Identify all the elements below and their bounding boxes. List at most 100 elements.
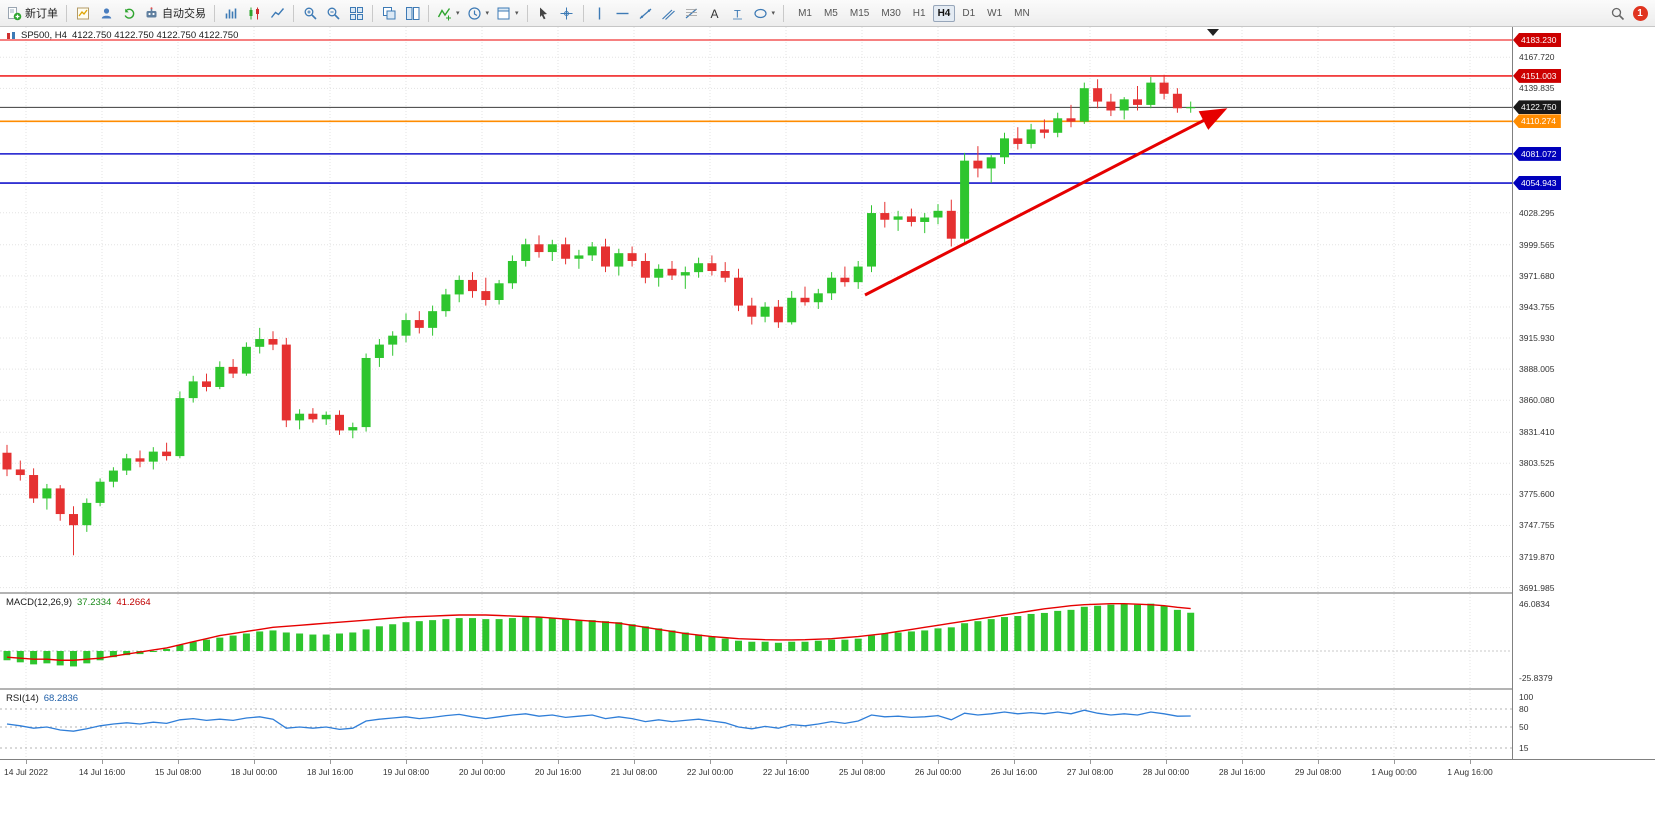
price-chart-pane[interactable]: SP500, H4 4122.750 4122.750 4122.750 412… [0, 27, 1512, 592]
fibonacci-button[interactable] [681, 2, 703, 24]
search-button[interactable] [1606, 2, 1628, 24]
vertical-line-button[interactable] [589, 2, 611, 24]
time-axis-tick [1470, 760, 1471, 764]
candle-body [175, 398, 185, 457]
rsi-value: 68.2836 [43, 693, 79, 704]
shapes-button[interactable]: ▾ [750, 2, 779, 24]
macd-histogram-bar [402, 622, 410, 651]
periods-button[interactable]: ▾ [464, 2, 493, 24]
macd-histogram-bar [575, 620, 583, 651]
candle-body [361, 357, 371, 428]
pane-separator[interactable] [0, 688, 1655, 690]
macd-histogram-bar [974, 621, 982, 651]
timeframe-button-w1[interactable]: W1 [982, 5, 1007, 22]
macd-histogram-bar [562, 619, 570, 651]
candle-body [1079, 88, 1089, 122]
templates-button[interactable]: ▾ [493, 2, 522, 24]
price-tag: 4081.072 [1513, 146, 1562, 161]
candle-body [215, 366, 225, 387]
trend-arrow[interactable] [864, 108, 1228, 297]
macd-histogram-bar [16, 651, 24, 663]
timeframe-button-h1[interactable]: H1 [908, 5, 931, 22]
cursor-button[interactable] [533, 2, 555, 24]
macd-histogram-bar [43, 651, 51, 664]
time-axis-tick [786, 760, 787, 764]
profiles-button[interactable] [95, 2, 117, 24]
text-button[interactable]: A [704, 2, 726, 24]
channel-button[interactable] [658, 2, 680, 24]
timeframe-button-mn[interactable]: MN [1009, 5, 1035, 22]
timeframe-button-d1[interactable]: D1 [957, 5, 980, 22]
macd-histogram-bar [1067, 609, 1075, 651]
timeframe-button-m30[interactable]: M30 [876, 5, 905, 22]
algo-trading-button[interactable]: 自动交易 [141, 2, 209, 24]
cursor-icon [540, 7, 548, 19]
candle-body [654, 268, 664, 278]
refresh-button[interactable] [118, 2, 140, 24]
macd-histogram-bar [1187, 612, 1195, 651]
macd-histogram-bar [242, 633, 250, 651]
time-axis[interactable]: 14 Jul 2022 14 Jul 16:00 15 Jul 08:00 18 Ju… [0, 759, 1655, 824]
candle-body [601, 246, 610, 267]
cascade-windows-icon [382, 6, 395, 19]
new-chart-button[interactable] [72, 2, 94, 24]
candle-body [946, 210, 956, 239]
price-axis[interactable]: 4167.720 4139.835 4028.295 3999.565 3971.680… [1512, 27, 1655, 759]
rsi-canvas[interactable] [0, 690, 1512, 759]
candle-body [335, 414, 344, 431]
indicators-button[interactable]: ▾ [434, 2, 463, 24]
trendline-button[interactable] [635, 2, 657, 24]
new-order-button[interactable]: 新订单 [4, 2, 61, 24]
candle-body [95, 481, 105, 503]
macd-axis-label: 46.0834 [1519, 598, 1550, 609]
tile-vertical-button[interactable] [401, 2, 423, 24]
candle-body [295, 413, 305, 421]
time-axis-label: 22 Jul 16:00 [762, 767, 810, 777]
time-axis-label: 26 Jul 16:00 [990, 767, 1038, 777]
candle-body [388, 335, 398, 345]
zoom-out-button[interactable] [322, 2, 344, 24]
price-axis-label: 3915.930 [1519, 332, 1555, 343]
timeframe-button-m5[interactable]: M5 [819, 5, 843, 22]
svg-text:T: T [734, 8, 741, 20]
chart-ohlc: 4122.750 4122.750 4122.750 4122.750 [71, 30, 239, 41]
label-button[interactable]: T [727, 2, 749, 24]
timeframe-button-h4[interactable]: H4 [932, 4, 956, 22]
candlestick-chart-button[interactable] [243, 2, 265, 24]
candle-body [547, 244, 557, 253]
cascade-windows-button[interactable] [378, 2, 400, 24]
macd-histogram-bar [109, 651, 117, 658]
bar-chart-button[interactable] [220, 2, 242, 24]
horizontal-line-button[interactable] [612, 2, 634, 24]
macd-histogram-bar [429, 620, 437, 651]
time-axis-tick [178, 760, 179, 764]
line-chart-button[interactable] [266, 2, 288, 24]
candle-body [255, 339, 265, 347]
zoom-in-button[interactable] [299, 2, 321, 24]
toolbar-separator [66, 4, 67, 22]
crosshair-button[interactable] [556, 2, 578, 24]
notification-badge: 1 [1632, 5, 1648, 21]
time-axis-tick [634, 760, 635, 764]
time-axis-label: 27 Jul 08:00 [1066, 767, 1114, 777]
macd-histogram-bar [189, 641, 197, 651]
tile-windows-button[interactable] [345, 2, 367, 24]
macd-canvas[interactable] [0, 594, 1512, 688]
timeframe-button-m15[interactable]: M15 [845, 5, 874, 22]
notifications-button[interactable]: 1 [1629, 2, 1651, 24]
macd-header: MACD(12,26,9) 37.2334 41.2664 [6, 597, 151, 608]
price-axis-label: 3831.410 [1519, 427, 1555, 438]
macd-histogram-bar [229, 635, 237, 651]
candle-body [42, 488, 52, 499]
candle-body [494, 283, 504, 301]
candle-body [228, 366, 238, 374]
toolbar-separator [526, 4, 528, 22]
main-chart-canvas[interactable] [0, 27, 1512, 592]
pane-separator[interactable] [0, 592, 1655, 594]
time-axis-label: 1 Aug 16:00 [1447, 767, 1493, 777]
macd-indicator-pane[interactable]: MACD(12,26,9) 37.2334 41.2664 [0, 594, 1512, 688]
rsi-indicator-pane[interactable]: RSI(14) 68.2836 [0, 690, 1512, 759]
timeframe-button-m1[interactable]: M1 [793, 5, 817, 22]
candle-body [1119, 99, 1129, 111]
macd-signal-value: 41.2664 [116, 597, 151, 608]
